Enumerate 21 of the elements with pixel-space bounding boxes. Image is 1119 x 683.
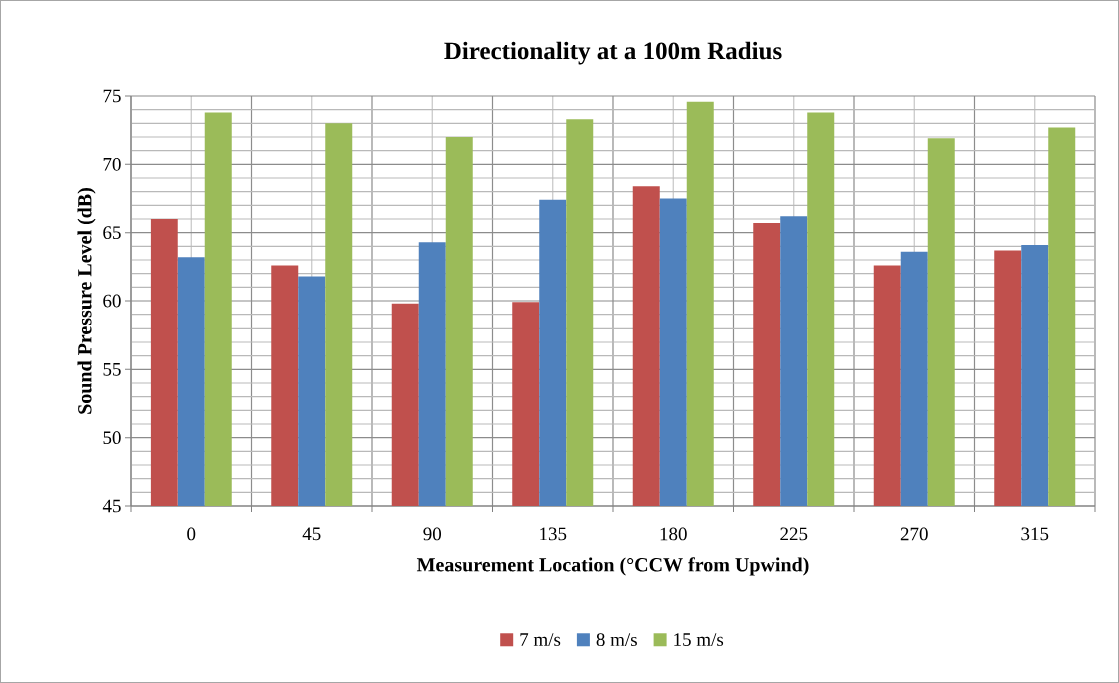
legend-label: 15 m/s [674,633,724,646]
legend-label: 7 m/s [520,633,561,646]
y-tick-label: 50 [103,431,121,445]
x-tick-label: 180 [660,527,687,541]
y-tick-label: 45 [102,499,121,513]
x-tick-label: 45 [302,527,321,541]
x-tick-label: 315 [1021,527,1049,541]
x-axis-title: Measurement Location (°CCW from Upwind) [416,557,809,576]
x-tick-label: 0 [187,527,196,541]
x-tick-label: 270 [900,527,928,541]
y-tick-label: 70 [103,157,121,171]
y-tick-label: 65 [103,226,121,240]
y-tick-label: 55 [103,363,121,376]
y-tick-label: 75 [103,89,121,103]
x-tick-label: 90 [423,527,442,541]
y-tick-label: 60 [103,294,121,308]
chart-title: Directionality at a 100m Radius [444,41,782,65]
x-tick-label: 225 [780,527,808,541]
y-axis-title: Sound Pressure Level (dB) [77,188,96,414]
x-tick-label: 135 [540,527,567,541]
legend-label: 8 m/s [596,633,637,647]
